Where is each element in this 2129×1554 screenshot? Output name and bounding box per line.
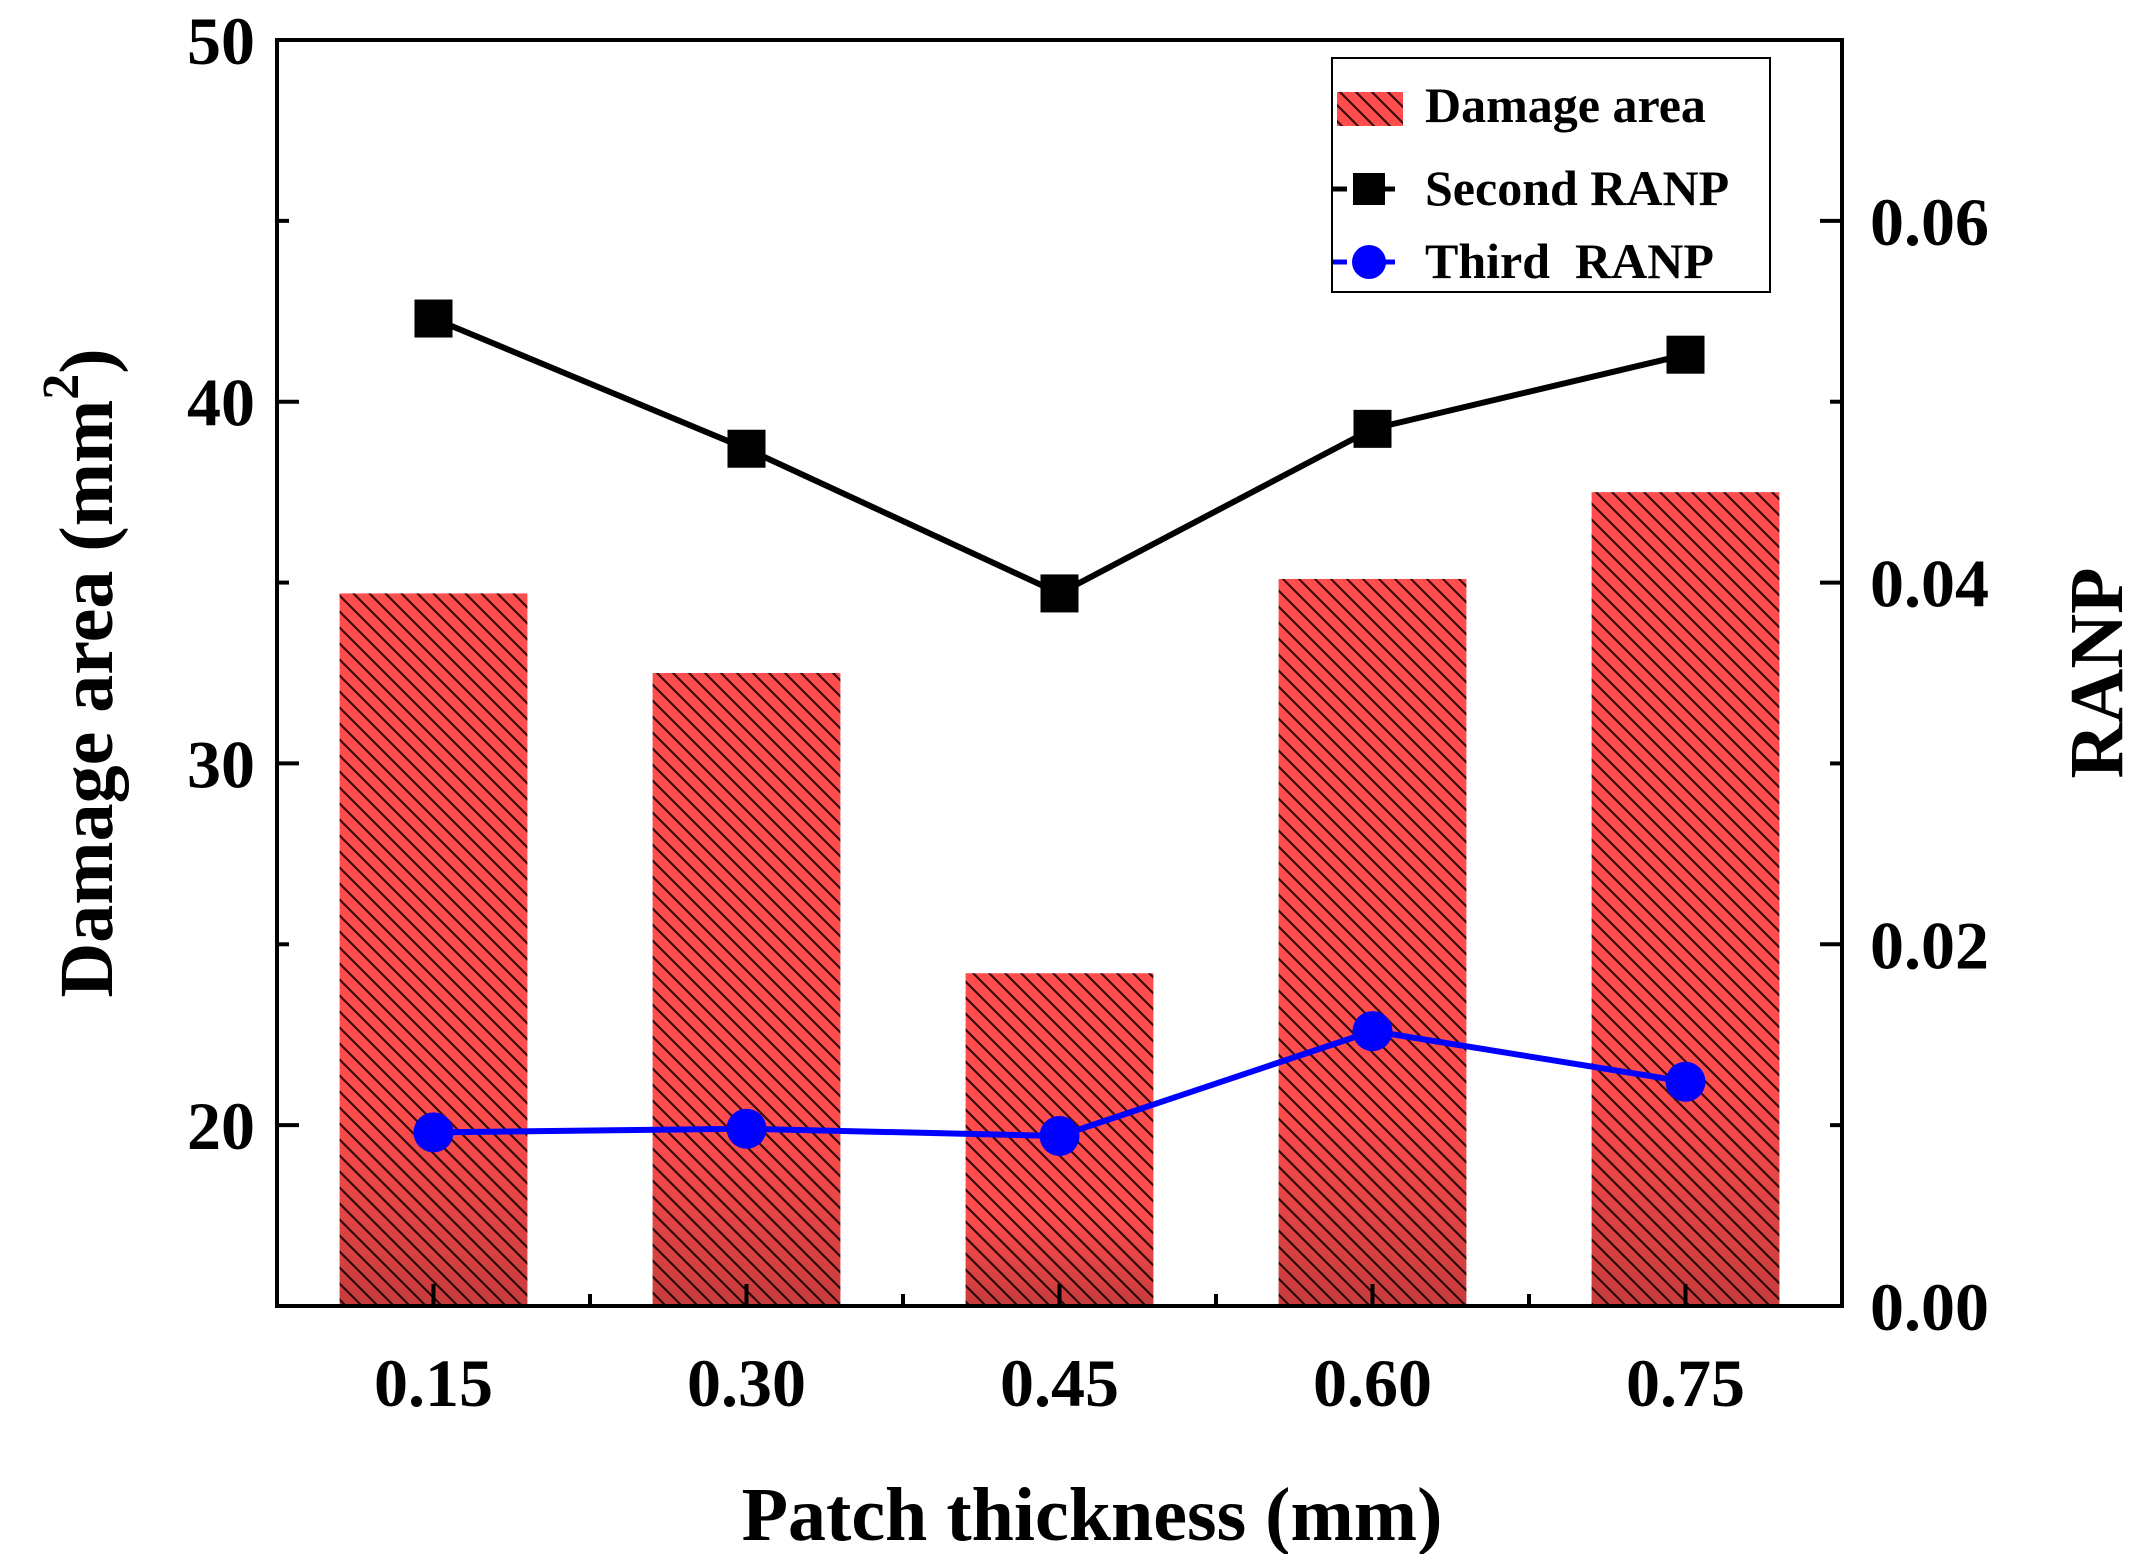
lines-layer bbox=[413, 299, 1706, 1156]
y2-tick-label-0.02: 0.02 bbox=[1870, 907, 1989, 983]
y-tick-label-40: 40 bbox=[187, 365, 255, 441]
x-tick-label-0.45: 0.45 bbox=[1000, 1345, 1119, 1421]
y-tick-label-50: 50 bbox=[187, 3, 255, 79]
bar-shade-0.15 bbox=[339, 593, 528, 1306]
point-third-ranp-0.60 bbox=[1352, 1011, 1393, 1052]
y2-tick-label-0.06: 0.06 bbox=[1870, 184, 1989, 260]
legend-label-damage-area: Damage area bbox=[1425, 77, 1706, 133]
y2-tick-label-0.00: 0.00 bbox=[1870, 1269, 1989, 1345]
point-second-ranp-0.15 bbox=[414, 299, 453, 338]
bars-layer bbox=[339, 492, 1780, 1307]
x-axis-title: Patch thickness (mm) bbox=[742, 1473, 1443, 1554]
y-axis-title-text: Damage area (mm bbox=[45, 400, 129, 998]
legend-swatch-damage-area bbox=[1337, 92, 1403, 126]
x-tick-label-0.15: 0.15 bbox=[374, 1345, 493, 1421]
point-third-ranp-0.30 bbox=[726, 1108, 767, 1149]
legend-label-second-ranp: Second RANP bbox=[1425, 160, 1729, 216]
bar-shade-0.75 bbox=[1591, 492, 1780, 1307]
point-third-ranp-0.75 bbox=[1665, 1061, 1706, 1102]
x-tick-label-0.30: 0.30 bbox=[687, 1345, 806, 1421]
bar-shade-0.30 bbox=[652, 673, 841, 1306]
x-tick-label-0.75: 0.75 bbox=[1626, 1345, 1745, 1421]
legend: Damage area Second RANP Third RANP bbox=[1331, 57, 1771, 293]
legend-marker-second-ranp bbox=[1353, 173, 1385, 205]
y-axis-title: Damage area (mm2) bbox=[33, 348, 129, 997]
bar-shade-0.60 bbox=[1278, 578, 1467, 1306]
y-tick-label-20: 20 bbox=[187, 1088, 255, 1164]
y2-axis-title: RANP bbox=[2055, 567, 2129, 778]
legend-box bbox=[1331, 57, 1771, 293]
y-axis-title-superscript: 2 bbox=[33, 374, 90, 400]
legend-marker-third-ranp bbox=[1352, 245, 1386, 279]
x-tick-label-0.60: 0.60 bbox=[1313, 1345, 1432, 1421]
point-second-ranp-0.75 bbox=[1666, 335, 1705, 374]
point-second-ranp-0.60 bbox=[1353, 409, 1392, 448]
point-third-ranp-0.15 bbox=[413, 1112, 454, 1153]
ticks-layer: 20 30 40 50 0.00 0.02 0.04 0.06 0.15 0.30 0.45 0.60… bbox=[187, 3, 1989, 1421]
y-tick-label-30: 30 bbox=[187, 726, 255, 802]
point-second-ranp-0.30 bbox=[727, 429, 766, 468]
y-axis-title-close: ) bbox=[45, 348, 129, 373]
point-second-ranp-0.45 bbox=[1040, 574, 1079, 613]
legend-label-third-ranp: Third RANP bbox=[1425, 233, 1714, 289]
point-third-ranp-0.45 bbox=[1039, 1115, 1080, 1156]
y2-tick-label-0.04: 0.04 bbox=[1870, 546, 1989, 622]
line-second-ranp bbox=[432, 315, 1687, 597]
